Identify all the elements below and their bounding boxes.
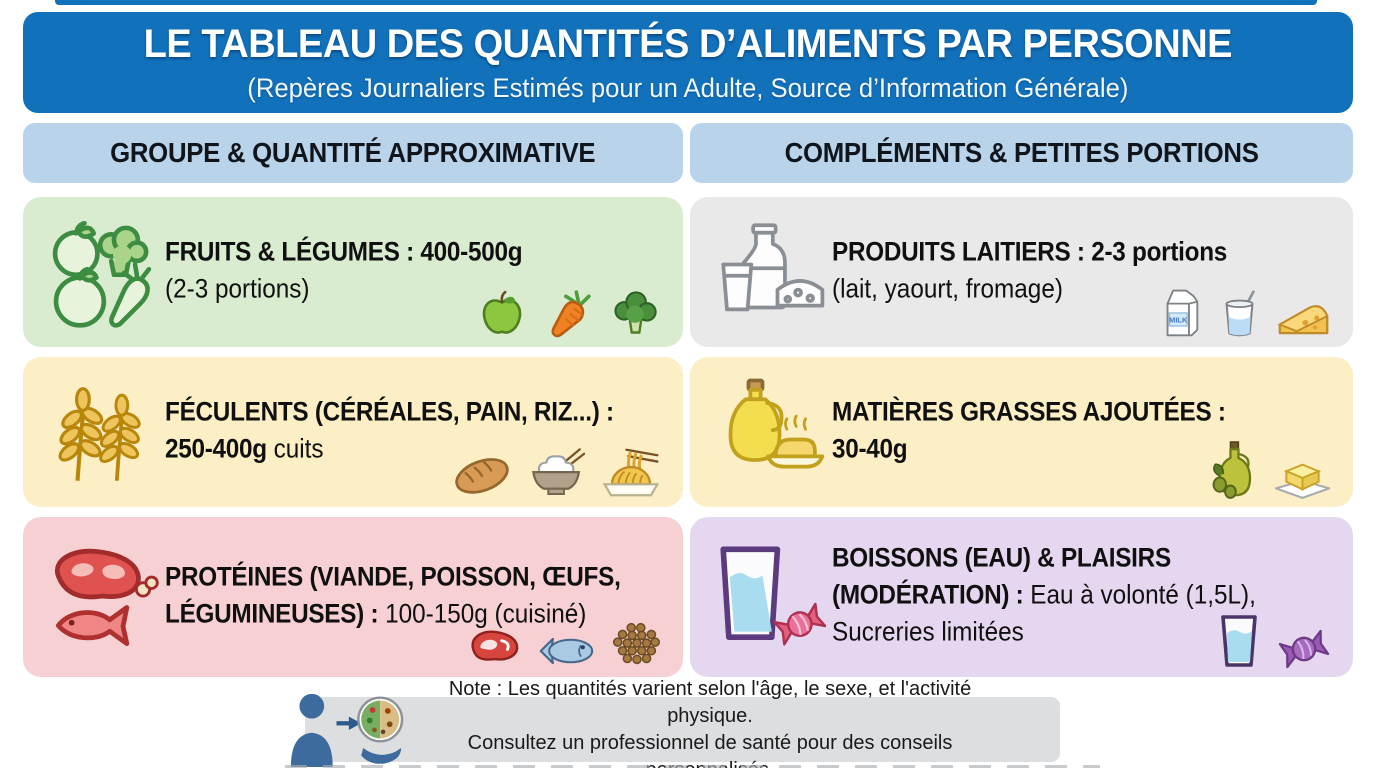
grasses-mini-icons [1210,440,1331,499]
grasses-quantity: 30-40g [832,433,908,464]
column-header-left-label: GROUPE & QUANTITÉ APPROXIMATIVE [110,137,596,168]
proteines-mini-icons [467,621,661,669]
feculents-detail: cuits [266,433,324,464]
laitiers-mini-icons: MILK [1160,285,1331,339]
fruits-legumes-mini-icons [477,287,661,339]
proteines-title2: LÉGUMINEUSES) : [165,598,379,629]
bread-icon [451,451,513,499]
cheese-icon [1276,295,1331,339]
feculents-quantity: 250-400g [165,433,267,464]
feculents-title: FÉCULENTS (CÉRÉALES, PAIN, RIZ...) : [165,396,614,427]
dairy-outline-icon [712,217,828,327]
noodles-icon [601,446,661,499]
milk-carton-icon: MILK [1160,285,1203,339]
note-line-1: Note : Les quantités varient selon l'âge… [448,677,972,727]
note-text: Note : Les quantités varient selon l'âge… [415,676,1005,768]
milk-label: MILK [1169,316,1188,325]
row-proteines-text: PROTÉINES (VIANDE, POISSON, ŒUFS, LÉGUMI… [165,559,621,633]
feculents-mini-icons [451,446,661,499]
proteines-detail: 100-150g (cuisiné) [378,598,587,629]
boissons-detail: Eau à volonté (1,5L), [1023,579,1256,610]
row-fruits-legumes-text: FRUITS & LÉGUMES : 400-500g (2-3 portion… [165,234,523,308]
grasses-title: MATIÈRES GRASSES AJOUTÉES : [832,396,1226,427]
row-fruits-legumes: FRUITS & LÉGUMES : 400-500g (2-3 portion… [23,197,683,347]
fruits-vegetables-outline-icon [45,215,159,329]
fruits-legumes-title: FRUITS & LÉGUMES : 400-500g [165,236,523,267]
broccoli-icon [609,287,661,339]
note-line-2: Consultez un professionnel de santé pour… [467,731,953,768]
wheat-icon [45,376,157,488]
column-header-left: GROUPE & QUANTITÉ APPROXIMATIVE [23,123,683,183]
olive-oil-icon [1210,440,1258,499]
apple-icon [477,289,527,339]
row-proteines: PROTÉINES (VIANDE, POISSON, ŒUFS, LÉGUMI… [23,517,683,677]
page-title: LE TABLEAU DES QUANTITÉS D’ALIMENTS PAR … [143,21,1233,66]
top-crop-strip [55,0,1317,5]
person-plate-icon [287,691,405,767]
carrot-icon [543,289,593,339]
legumes-icon [611,621,661,669]
row-feculents-text: FÉCULENTS (CÉRÉALES, PAIN, RIZ...) : 250… [165,394,614,468]
meat-fish-outline-icon [45,541,163,653]
row-feculents: FÉCULENTS (CÉRÉALES, PAIN, RIZ...) : 250… [23,357,683,507]
row-boissons-text: BOISSONS (EAU) & PLAISIRS (MODÉRATION) :… [832,539,1256,650]
row-matieres-grasses-text: MATIÈRES GRASSES AJOUTÉES : 30-40g [832,394,1226,468]
boissons-detail2: Sucreries limitées [832,616,1024,647]
header-banner: LE TABLEAU DES QUANTITÉS D’ALIMENTS PAR … [23,12,1353,113]
boissons-title: BOISSONS (EAU) & PLAISIRS [832,542,1171,573]
boissons-title2: (MODÉRATION) : [832,579,1024,610]
water-glass-icon [1217,613,1261,669]
boissons-mini-icons [1217,613,1331,669]
laitiers-title: PRODUITS LAITIERS : 2-3 portions [832,236,1228,267]
candy-icon [1277,629,1331,669]
note-bar: Note : Les quantités varient selon l'âge… [290,678,1060,768]
steak-icon [467,626,521,669]
row-produits-laitiers-text: PRODUITS LAITIERS : 2-3 portions (lait, … [832,234,1227,308]
row-boissons-plaisirs: BOISSONS (EAU) & PLAISIRS (MODÉRATION) :… [690,517,1353,677]
bottom-crop-strip [285,765,1100,768]
header-inner: LE TABLEAU DES QUANTITÉS D’ALIMENTS PAR … [143,21,1233,104]
row-produits-laitiers: PRODUITS LAITIERS : 2-3 portions (lait, … [690,197,1353,347]
proteines-title: PROTÉINES (VIANDE, POISSON, ŒUFS, [165,561,621,592]
column-header-right: COMPLÉMENTS & PETITES PORTIONS [690,123,1353,183]
page-subtitle: (Repères Journaliers Estimés pour un Adu… [247,72,1129,103]
rice-bowl-icon [529,447,586,499]
oil-butter-outline-icon [712,377,828,487]
water-glass-candy-icon [712,544,827,651]
butter-icon [1274,455,1331,499]
column-header-right-label: COMPLÉMENTS & PETITES PORTIONS [784,137,1259,168]
fish-icon [537,633,595,669]
yogurt-icon [1219,289,1260,339]
laitiers-detail: (lait, yaourt, fromage) [832,273,1063,304]
fruits-legumes-detail: (2-3 portions) [165,273,310,304]
row-matieres-grasses: MATIÈRES GRASSES AJOUTÉES : 30-40g [690,357,1353,507]
